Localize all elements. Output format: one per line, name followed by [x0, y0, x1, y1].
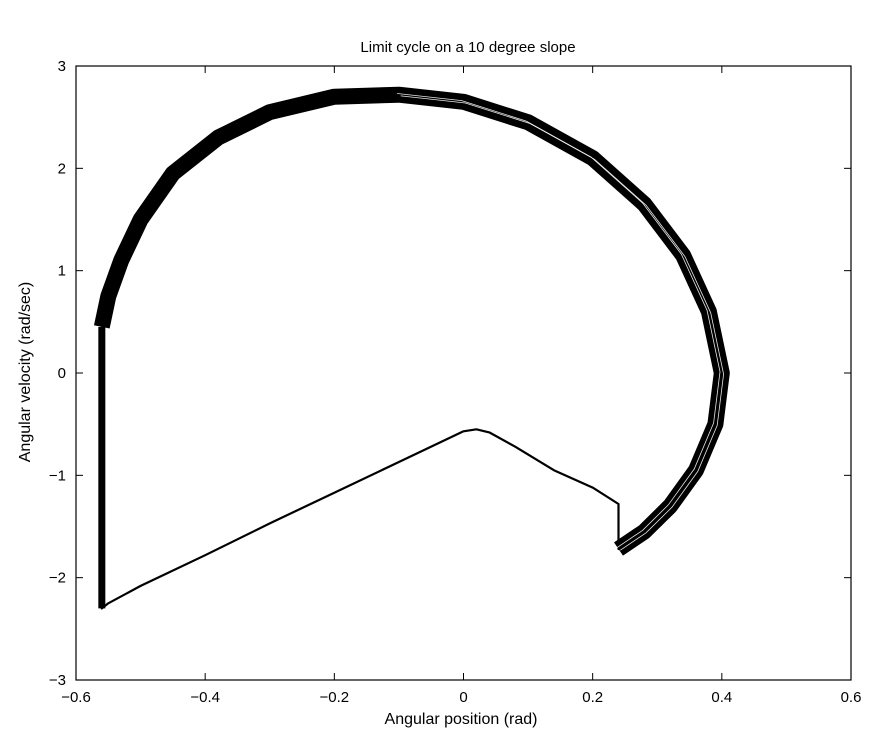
series-layer	[93, 86, 730, 610]
x-tick-label: −0.6	[61, 689, 91, 706]
y-tick-label: 3	[58, 58, 66, 75]
axis-tick-labels: −0.6 −0.4 −0.2 0 0.2 0.4 0.6 −3 −2 −1 0 1 2 3	[49, 58, 862, 706]
x-axis-label: Angular position (rad)	[385, 711, 538, 728]
series-strand	[397, 93, 721, 549]
y-tick-label: 1	[58, 263, 66, 280]
x-tick-label: −0.2	[320, 689, 350, 706]
series-strand	[400, 95, 725, 551]
y-axis-label: Angular velocity (rad/sec)	[17, 282, 34, 463]
chart-title: Limit cycle on a 10 degree slope	[360, 39, 575, 56]
x-tick-label: 0.6	[841, 689, 862, 706]
x-tick-label: 0	[459, 689, 467, 706]
x-tick-label: 0.4	[711, 689, 732, 706]
y-tick-label: −2	[49, 570, 66, 587]
x-tick-label: 0.2	[582, 689, 603, 706]
y-tick-label: 0	[58, 365, 66, 382]
x-tick-label: −0.4	[190, 689, 220, 706]
y-tick-label: 2	[58, 160, 66, 177]
y-tick-label: −1	[49, 467, 66, 484]
series-line	[100, 93, 723, 610]
series-band	[93, 86, 730, 556]
y-tick-label: −3	[49, 672, 66, 689]
axis-ticks	[75, 65, 852, 681]
